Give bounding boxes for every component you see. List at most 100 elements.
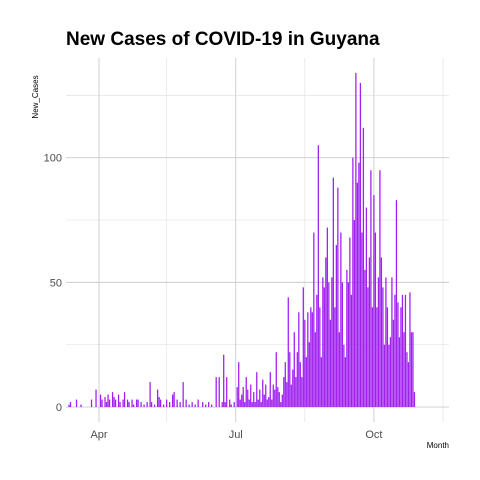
bar bbox=[362, 127, 365, 408]
bar bbox=[349, 237, 351, 408]
bar bbox=[242, 387, 244, 408]
bar bbox=[105, 402, 108, 408]
bar bbox=[80, 404, 82, 408]
bar bbox=[202, 402, 204, 408]
bar bbox=[251, 402, 253, 408]
bar bbox=[325, 257, 327, 408]
bar bbox=[314, 332, 316, 408]
bar bbox=[253, 392, 255, 408]
bar bbox=[382, 287, 384, 408]
bar bbox=[140, 402, 142, 408]
bar bbox=[394, 294, 396, 408]
bar bbox=[233, 402, 235, 408]
bar bbox=[223, 354, 225, 408]
bar bbox=[281, 394, 283, 408]
bar bbox=[111, 392, 114, 408]
bar bbox=[412, 332, 414, 408]
y-tick-label: 50 bbox=[50, 277, 62, 289]
bar bbox=[292, 369, 294, 408]
bar bbox=[197, 399, 199, 408]
bar bbox=[298, 312, 300, 408]
bar bbox=[238, 362, 240, 408]
bar bbox=[391, 277, 393, 408]
bar bbox=[95, 389, 97, 408]
bar bbox=[229, 399, 231, 408]
bar bbox=[135, 399, 138, 408]
bar bbox=[259, 389, 261, 408]
bar bbox=[305, 357, 307, 408]
bar bbox=[143, 404, 145, 408]
bar bbox=[173, 392, 175, 408]
bar bbox=[262, 379, 264, 408]
bar bbox=[131, 399, 133, 408]
bar bbox=[373, 195, 375, 408]
bar bbox=[269, 372, 271, 408]
bar bbox=[68, 404, 70, 408]
x-tick-label: Jul bbox=[229, 429, 243, 441]
bar bbox=[326, 227, 328, 408]
bar bbox=[153, 404, 156, 408]
bar bbox=[114, 399, 117, 408]
bar bbox=[293, 332, 295, 408]
bar bbox=[176, 399, 178, 408]
y-tick-label: 0 bbox=[56, 402, 62, 414]
bar bbox=[364, 269, 366, 408]
bar bbox=[403, 332, 405, 408]
bar bbox=[409, 292, 411, 408]
bar bbox=[404, 294, 407, 408]
x-tick-label: Oct bbox=[365, 429, 382, 441]
bar bbox=[119, 402, 121, 408]
bar bbox=[150, 402, 153, 408]
bar bbox=[162, 404, 165, 408]
bar bbox=[376, 307, 378, 408]
bar bbox=[107, 394, 109, 408]
bar bbox=[266, 399, 268, 408]
bar bbox=[329, 319, 331, 408]
bar bbox=[301, 377, 303, 408]
bar bbox=[380, 257, 383, 408]
bar bbox=[344, 357, 347, 408]
bar bbox=[317, 145, 319, 408]
bar bbox=[205, 404, 207, 408]
bar bbox=[146, 402, 148, 408]
bar bbox=[359, 82, 362, 408]
bar bbox=[328, 282, 330, 408]
bar bbox=[319, 307, 321, 408]
bar bbox=[191, 402, 193, 408]
bar bbox=[407, 362, 410, 408]
bar bbox=[410, 332, 413, 408]
bar bbox=[275, 352, 277, 408]
x-tick-label: Apr bbox=[90, 429, 107, 441]
bar bbox=[299, 362, 301, 408]
bars bbox=[68, 72, 416, 408]
bar bbox=[313, 232, 315, 408]
bar bbox=[108, 399, 111, 408]
bar bbox=[337, 187, 339, 408]
bar bbox=[168, 402, 171, 408]
bar bbox=[182, 382, 184, 408]
bar bbox=[386, 307, 389, 408]
bar bbox=[316, 294, 318, 408]
bar bbox=[365, 207, 368, 408]
bar bbox=[385, 277, 387, 408]
bar bbox=[320, 357, 322, 408]
bar bbox=[304, 319, 306, 408]
bar bbox=[239, 399, 241, 408]
bar bbox=[226, 377, 228, 408]
bar bbox=[340, 232, 342, 408]
bar bbox=[128, 402, 130, 408]
bar bbox=[104, 397, 106, 408]
bar bbox=[137, 399, 139, 408]
chart-title: New Cases of COVID-19 in Guyana bbox=[66, 29, 380, 50]
bar bbox=[221, 402, 223, 408]
bar bbox=[215, 377, 217, 408]
bar bbox=[352, 157, 354, 408]
bar bbox=[90, 399, 93, 408]
bar bbox=[343, 344, 345, 408]
bar bbox=[323, 287, 325, 408]
bar bbox=[69, 402, 72, 408]
bar bbox=[371, 307, 374, 408]
bar bbox=[194, 404, 196, 408]
bar bbox=[377, 277, 380, 408]
bar bbox=[289, 352, 291, 408]
